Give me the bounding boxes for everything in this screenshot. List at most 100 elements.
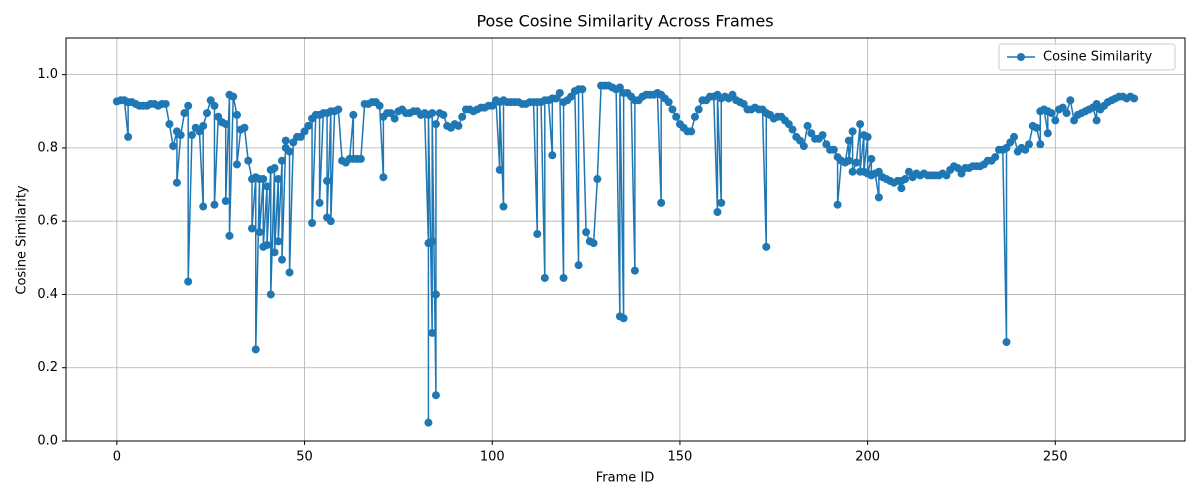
data-point: [180, 109, 189, 118]
data-point: [308, 219, 317, 228]
data-point: [1010, 132, 1019, 141]
data-point: [867, 154, 876, 163]
data-point: [717, 198, 726, 207]
data-point: [454, 121, 463, 130]
data-point: [263, 182, 272, 191]
data-point: [690, 112, 699, 121]
data-point: [574, 261, 583, 270]
legend-box: [998, 43, 1176, 71]
y-tick-label: 1.0: [37, 67, 58, 82]
data-point: [856, 120, 865, 129]
data-point: [829, 145, 838, 154]
data-point: [668, 105, 677, 114]
data-point: [540, 273, 549, 282]
data-point: [555, 88, 564, 97]
data-point: [379, 173, 388, 182]
data-point: [762, 242, 771, 251]
data-point: [799, 142, 808, 151]
y-tick-label: 0.0: [37, 434, 58, 449]
data-point: [428, 109, 437, 118]
data-point: [334, 105, 343, 114]
data-point: [844, 156, 853, 165]
data-point: [589, 239, 598, 248]
data-point: [285, 268, 294, 277]
data-point: [1032, 123, 1041, 132]
data-point: [124, 132, 133, 141]
plot-frame: [65, 37, 1186, 442]
data-point: [210, 200, 219, 209]
data-point: [244, 156, 253, 165]
data-point: [1025, 140, 1034, 149]
data-point: [1043, 129, 1052, 138]
data-point: [169, 142, 178, 151]
x-tick-label: 150: [668, 450, 693, 465]
data-point: [657, 198, 666, 207]
data-point: [274, 237, 283, 246]
data-point: [1062, 109, 1071, 118]
data-point: [428, 237, 437, 246]
data-point: [458, 112, 467, 121]
data-point: [221, 197, 230, 206]
data-point: [184, 101, 193, 110]
data-point: [247, 224, 256, 233]
data-point: [221, 120, 230, 129]
data-point: [431, 120, 440, 129]
data-point: [266, 290, 275, 299]
data-point: [852, 158, 861, 167]
data-point: [375, 101, 384, 110]
data-point: [349, 110, 358, 119]
data-point: [1130, 94, 1139, 103]
data-point: [428, 328, 437, 337]
x-tick-label: 50: [296, 450, 313, 465]
data-point: [1002, 338, 1011, 347]
data-point: [431, 391, 440, 400]
data-point: [281, 136, 290, 145]
data-point: [315, 198, 324, 207]
data-point: [232, 110, 241, 119]
data-point: [848, 127, 857, 136]
data-point: [713, 208, 722, 217]
data-point: [210, 101, 219, 110]
data-point: [356, 154, 365, 163]
chart-title: Pose Cosine Similarity Across Frames: [476, 12, 773, 31]
data-point: [1066, 96, 1075, 105]
data-point: [439, 110, 448, 119]
x-tick-label: 100: [480, 450, 505, 465]
data-point: [848, 167, 857, 176]
data-point: [184, 277, 193, 286]
data-point: [161, 99, 170, 108]
data-point: [1047, 109, 1056, 118]
data-point: [672, 112, 681, 121]
series-line: [116, 84, 1135, 423]
data-point: [582, 228, 591, 237]
y-axis-label: Cosine Similarity: [15, 185, 30, 295]
data-point: [1036, 140, 1045, 149]
data-point: [240, 123, 249, 132]
x-axis-label: Frame ID: [596, 471, 654, 486]
data-point: [176, 131, 185, 140]
data-point: [687, 127, 696, 136]
legend-marker: [1017, 53, 1025, 61]
data-point: [788, 125, 797, 134]
y-tick-label: 0.8: [37, 140, 58, 155]
data-point: [259, 175, 268, 184]
data-point: [251, 345, 260, 354]
data-point: [270, 248, 279, 257]
y-tick-label: 0.6: [37, 214, 58, 229]
data-point: [255, 228, 264, 237]
data-point: [172, 178, 181, 187]
data-point: [874, 193, 883, 202]
data-point: [323, 176, 332, 185]
data-point: [630, 266, 639, 275]
data-point: [495, 165, 504, 174]
data-point: [833, 200, 842, 209]
data-point: [424, 418, 433, 427]
data-point: [499, 202, 508, 211]
data-point: [232, 160, 241, 169]
data-point: [897, 184, 906, 193]
data-point: [202, 109, 211, 118]
data-point: [165, 120, 174, 129]
data-point: [991, 153, 1000, 162]
data-point: [274, 175, 283, 184]
